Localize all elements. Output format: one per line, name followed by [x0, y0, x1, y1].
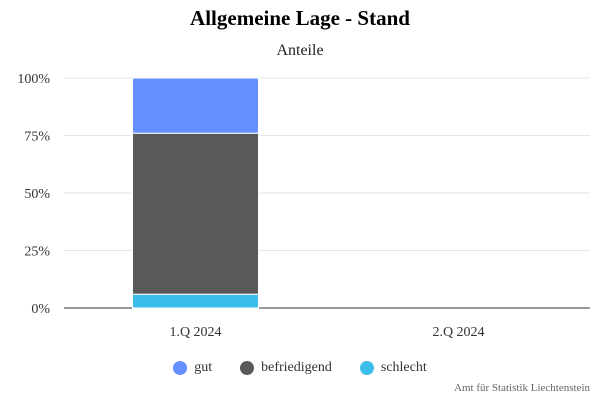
legend-marker-gut	[173, 361, 188, 375]
y-tick-label: 50%	[24, 187, 50, 202]
chart-subtitle: Anteile	[276, 42, 324, 59]
y-tick-label: 75%	[24, 130, 50, 145]
x-tick-label: 2.Q 2024	[432, 325, 484, 340]
y-tick-label: 100%	[17, 72, 50, 87]
legend-item-schlecht[interactable]: schlecht	[359, 360, 427, 376]
y-tick-label: 25%	[24, 245, 50, 260]
legend: gut befriedigend schlecht	[0, 360, 600, 376]
y-tick-label: 0%	[31, 302, 50, 317]
legend-label-schlecht: schlecht	[380, 360, 427, 375]
legend-item-gut[interactable]: gut	[173, 360, 212, 376]
legend-marker-befriedigend	[240, 361, 255, 375]
legend-label-gut: gut	[194, 360, 213, 375]
bar-segment-befriedigend	[132, 132, 259, 295]
bar-segment-schlecht	[132, 293, 259, 309]
chart-title: Allgemeine Lage - Stand	[190, 6, 410, 30]
x-tick-label: 1.Q 2024	[169, 325, 221, 340]
legend-marker-schlecht	[359, 361, 374, 375]
bar-segment-gut	[132, 77, 259, 134]
legend-item-befriedigend[interactable]: befriedigend	[240, 360, 332, 376]
credits[interactable]: Amt für Statistik Liechtenstein	[454, 382, 590, 394]
legend-label-befriedigend: befriedigend	[261, 360, 332, 375]
